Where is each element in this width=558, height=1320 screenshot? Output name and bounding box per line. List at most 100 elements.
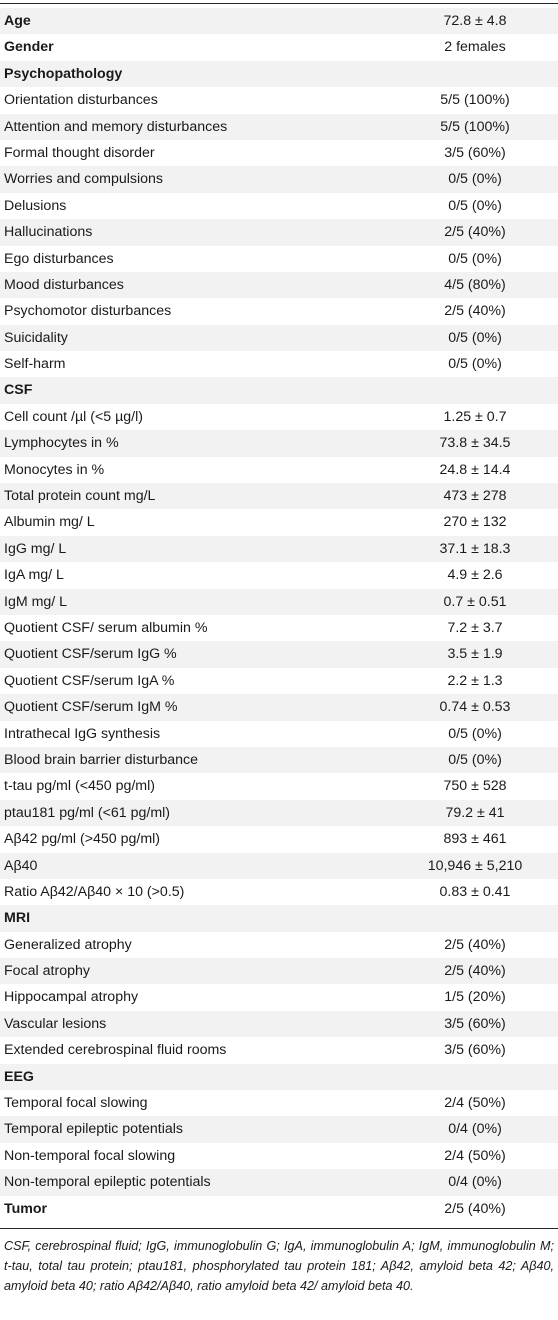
row-label: MRI: [4, 910, 31, 927]
row-label: Hippocampal atrophy: [4, 989, 139, 1006]
row-value: 0.7 ± 0.51: [443, 593, 507, 610]
row-value: 37.1 ± 18.3: [439, 540, 511, 557]
table-section-row: Age 72.8 ± 4.8: [0, 8, 558, 35]
row-value: 0/5 (0%): [448, 751, 502, 768]
table-row: Lymphocytes in % 73.8 ± 34.5: [0, 430, 558, 457]
row-label: IgM mg/ L: [4, 593, 68, 610]
table-row: Aβ40 10,946 ± 5,210: [0, 852, 558, 879]
row-value: 2/5 (40%): [444, 224, 506, 241]
row-value: 5/5 (100%): [440, 118, 510, 135]
table-row: IgG mg/ L 37.1 ± 18.3: [0, 535, 558, 563]
table-row: Non-temporal focal slowing 2/4 (50%): [0, 1143, 558, 1169]
table-row: Temporal epileptic potentials 0/4 (0%): [0, 1116, 558, 1143]
row-label: t-tau pg/ml (<450 pg/ml): [4, 778, 156, 795]
table-row: Aβ42 pg/ml (>450 pg/ml) 893 ± 461: [0, 826, 558, 852]
table-section-row: EEG: [0, 1063, 558, 1091]
row-label: Monocytes in %: [4, 461, 105, 478]
row-value: 7.2 ± 3.7: [447, 619, 503, 636]
row-value: 0/4 (0%): [448, 1174, 502, 1191]
table-row: Vascular lesions 3/5 (60%): [0, 1010, 558, 1038]
table-body: Age 72.8 ± 4.8 Gender 2 females Psychopathol…: [0, 8, 558, 1222]
table-row: Psychomotor disturbances 2/5 (40%): [0, 298, 558, 324]
table-row: Suicidality 0/5 (0%): [0, 324, 558, 352]
row-value: 2/4 (50%): [444, 1147, 506, 1164]
row-value: 0.74 ± 0.53: [439, 699, 511, 716]
row-label: Non-temporal focal slowing: [4, 1147, 176, 1164]
row-label: Tumor: [4, 1200, 48, 1217]
table-row: Ratio Aβ42/Aβ40 × 10 (>0.5) 0.83 ± 0.41: [0, 879, 558, 905]
row-value: 270 ± 132: [443, 514, 507, 531]
row-label: Attention and memory disturbances: [4, 118, 228, 135]
table-section-row: MRI: [0, 905, 558, 932]
row-label: Temporal focal slowing: [4, 1095, 148, 1112]
row-label: ptau181 pg/ml (<61 pg/ml): [4, 804, 171, 821]
table-row: Quotient CSF/ serum albumin % 7.2 ± 3.7: [0, 615, 558, 641]
row-value: 1.25 ± 0.7: [443, 408, 507, 425]
table-row: ptau181 pg/ml (<61 pg/ml) 79.2 ± 41: [0, 799, 558, 827]
row-value: 3/5 (60%): [444, 144, 506, 161]
row-value: 2/5 (40%): [444, 303, 506, 320]
row-label: Aβ42 pg/ml (>450 pg/ml): [4, 831, 161, 848]
table-row: IgA mg/ L 4.9 ± 2.6: [0, 562, 558, 588]
row-label: Non-temporal epileptic potentials: [4, 1174, 211, 1191]
row-label: Orientation disturbances: [4, 92, 158, 109]
row-label: Temporal epileptic potentials: [4, 1121, 184, 1138]
row-value: 5/5 (100%): [440, 92, 510, 109]
row-value: 0/5 (0%): [448, 250, 502, 267]
row-value: 2/5 (40%): [444, 936, 506, 953]
row-label: Vascular lesions: [4, 1015, 107, 1032]
row-value: 3/5 (60%): [444, 1015, 506, 1032]
table-row: Extended cerebrospinal fluid rooms 3/5 (6…: [0, 1037, 558, 1063]
table-row: Orientation disturbances 5/5 (100%): [0, 87, 558, 113]
row-value: 79.2 ± 41: [445, 804, 505, 821]
table-row: Intrathecal IgG synthesis 0/5 (0%): [0, 721, 558, 747]
table-row: Mood disturbances 4/5 (80%): [0, 271, 558, 299]
row-value: 0/4 (0%): [448, 1121, 502, 1138]
table-row: Hippocampal atrophy 1/5 (20%): [0, 984, 558, 1010]
row-value: 2/4 (50%): [444, 1095, 506, 1112]
table-footnote: CSF, cerebrospinal fluid; IgG, immunoglo…: [4, 1239, 554, 1293]
row-label: Aβ40: [4, 857, 38, 874]
row-label: Extended cerebrospinal fluid rooms: [4, 1042, 227, 1059]
row-label: IgA mg/ L: [4, 567, 64, 584]
row-value: 2.2 ± 1.3: [447, 672, 503, 689]
row-label: Generalized atrophy: [4, 936, 132, 953]
table-row: Formal thought disorder 3/5 (60%): [0, 140, 558, 166]
table-row: Ego disturbances 0/5 (0%): [0, 246, 558, 272]
table-row: Focal atrophy 2/5 (40%): [0, 958, 558, 985]
row-value: 24.8 ± 14.4: [439, 461, 511, 478]
row-value: 1/5 (20%): [444, 989, 506, 1006]
row-value: 473 ± 278: [443, 488, 507, 505]
table-row: Self-harm 0/5 (0%): [0, 351, 558, 377]
row-value: 10,946 ± 5,210: [427, 857, 523, 874]
row-label: Worries and compulsions: [4, 171, 164, 188]
row-label: Ratio Aβ42/Aβ40 × 10 (>0.5): [4, 883, 185, 900]
row-label: Quotient CSF/serum IgG %: [4, 646, 177, 663]
row-value: 0/5 (0%): [448, 171, 502, 188]
row-value: 0.83 ± 0.41: [439, 883, 511, 900]
table-row: Cell count /µl (<5 µg/l) 1.25 ± 0.7: [0, 404, 558, 430]
row-value: 72.8 ± 4.8: [443, 13, 507, 29]
table-section-row: Tumor 2/5 (40%): [0, 1196, 558, 1222]
row-value: 4.9 ± 2.6: [447, 567, 503, 584]
row-label: Mood disturbances: [4, 276, 124, 293]
table-row: Monocytes in % 24.8 ± 14.4: [0, 457, 558, 483]
table-top-rule: [0, 3, 558, 4]
table-row: Quotient CSF/serum IgG % 3.5 ± 1.9: [0, 641, 558, 668]
table-section-row: Psychopathology: [0, 60, 558, 88]
table-row: t-tau pg/ml (<450 pg/ml) 750 ± 528: [0, 773, 558, 799]
table-section-row: CSF: [0, 377, 558, 404]
row-label: Formal thought disorder: [4, 144, 155, 161]
row-label: Intrathecal IgG synthesis: [4, 725, 161, 742]
row-label: Ego disturbances: [4, 250, 114, 267]
table-row: Blood brain barrier disturbance 0/5 (0%): [0, 746, 558, 774]
table-row: Quotient CSF/serum IgA % 2.2 ± 1.3: [0, 668, 558, 694]
row-value: 0/5 (0%): [448, 197, 502, 214]
row-label: IgG mg/ L: [4, 540, 67, 557]
row-value: 4/5 (80%): [444, 276, 506, 293]
row-value: 3/5 (60%): [444, 1042, 506, 1059]
table-bottom-rule: [0, 1228, 558, 1229]
table-row: Temporal focal slowing 2/4 (50%): [0, 1090, 558, 1116]
row-label: Hallucinations: [4, 224, 93, 241]
